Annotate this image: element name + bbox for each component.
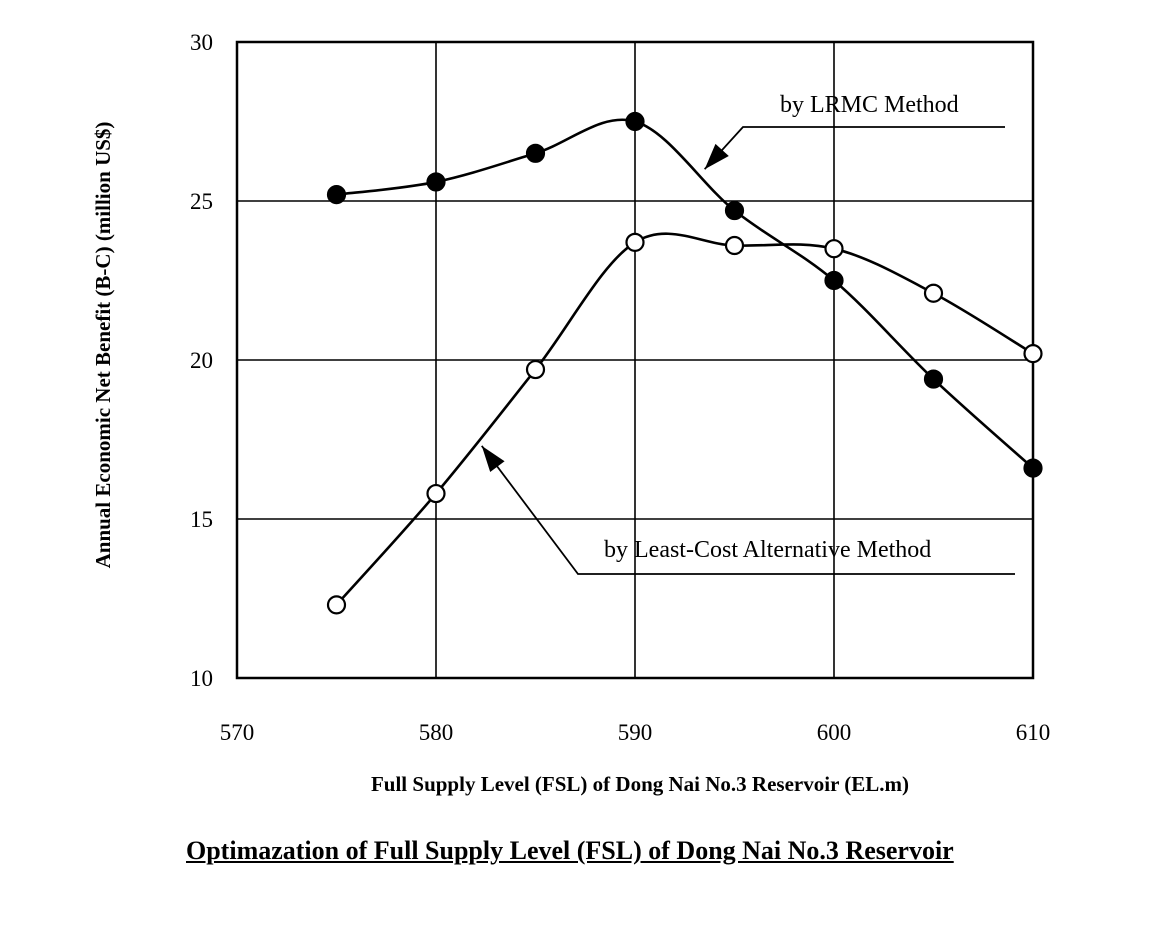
series-0-point-595 — [724, 200, 745, 221]
x-tick-label-590: 590 — [618, 720, 653, 745]
y-tick-label-25: 25 — [190, 189, 213, 214]
annotation-least-cost-arrowhead — [481, 445, 505, 473]
series-0-point-610 — [1023, 458, 1043, 478]
series-0 — [326, 111, 1043, 478]
series-0-point-605 — [923, 369, 944, 389]
x-axis-title: Full Supply Level (FSL) of Dong Nai No.3… — [371, 772, 909, 796]
series-1-point-605 — [923, 283, 944, 303]
annotation-least-cost-leader — [481, 445, 1015, 575]
series-1-point-580 — [426, 483, 446, 504]
annotation-lrmc-label: by LRMC Method — [780, 92, 959, 118]
series-line-0 — [336, 118, 1034, 470]
annotation-lrmc-leader — [703, 126, 1005, 170]
series-layer — [326, 111, 1043, 615]
x-tick-label-610: 610 — [1016, 720, 1051, 745]
series-0-point-600 — [824, 270, 844, 291]
x-tick-label-600: 600 — [817, 720, 852, 745]
y-tick-label-15: 15 — [190, 507, 213, 532]
series-1-point-585 — [525, 359, 546, 380]
series-0-point-585 — [525, 143, 546, 163]
annotation-leaders — [481, 126, 1015, 575]
annotation-least-cost-label: by Least-Cost Alternative Method — [604, 537, 931, 563]
series-1-point-600 — [824, 239, 844, 259]
tick-labels: 570 580 590 600 610 10 15 20 25 30 — [190, 30, 1050, 745]
x-tick-label-570: 570 — [220, 720, 255, 745]
series-1-point-610 — [1023, 344, 1043, 364]
figure-caption: Optimazation of Full Supply Level (FSL) … — [186, 836, 954, 865]
series-1 — [326, 232, 1043, 615]
series-1-point-595 — [724, 235, 745, 256]
y-tick-label-10: 10 — [190, 666, 213, 691]
series-0-point-575 — [326, 185, 347, 205]
series-0-point-580 — [426, 172, 446, 192]
series-0-point-590 — [625, 111, 645, 132]
y-axis-title: Annual Economic Net Benefit (B-C) (milli… — [91, 122, 115, 569]
series-1-point-575 — [326, 595, 347, 615]
y-tick-label-20: 20 — [190, 348, 213, 373]
series-1-point-590 — [625, 232, 645, 252]
x-tick-label-580: 580 — [419, 720, 454, 745]
annotation-lrmc-arrowhead — [704, 143, 729, 170]
y-tick-label-30: 30 — [190, 30, 213, 55]
